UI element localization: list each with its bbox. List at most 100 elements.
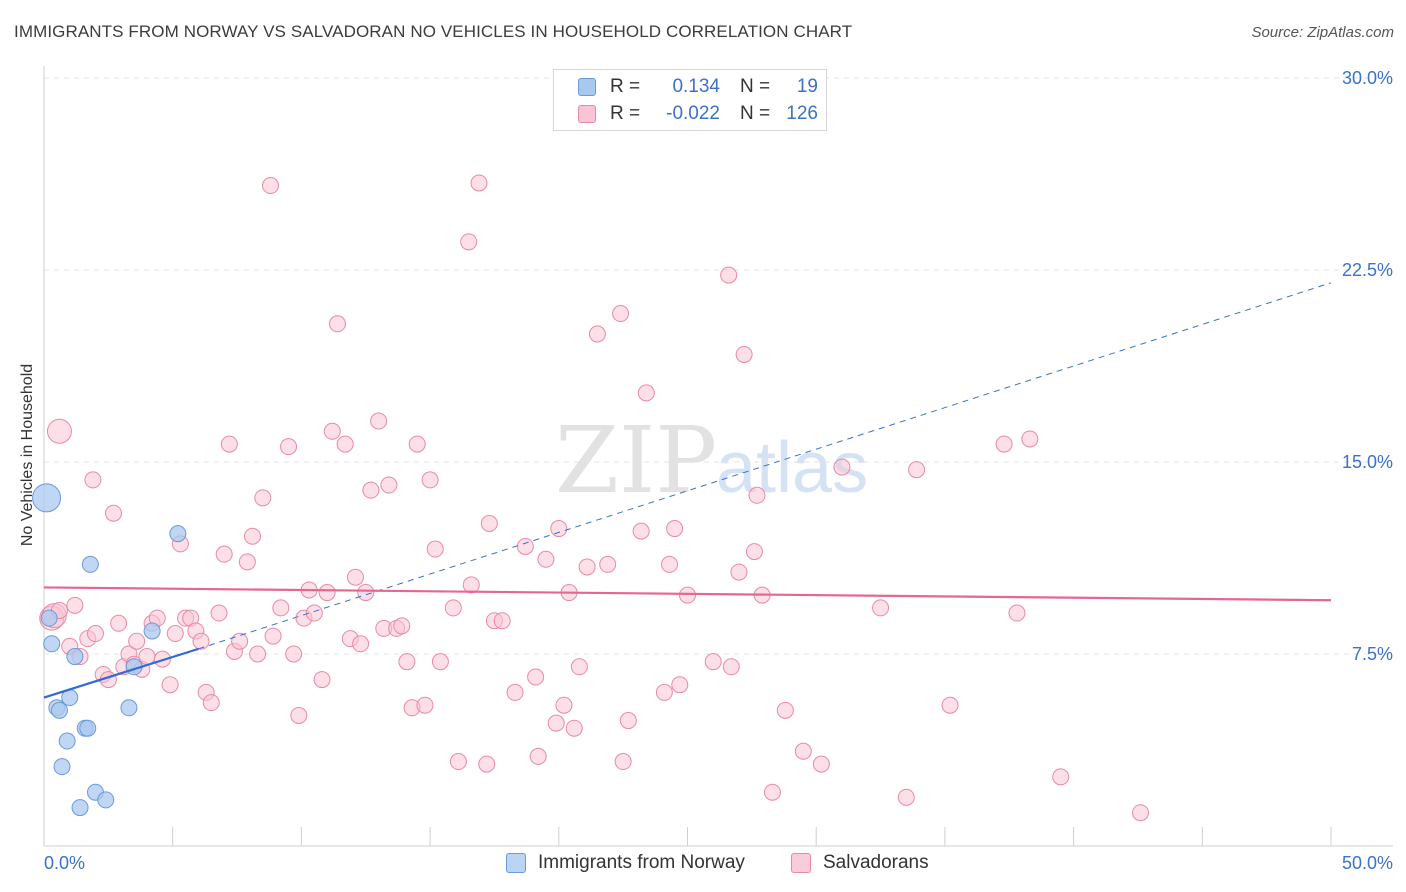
- salvadoran-point: [995, 435, 1013, 453]
- salvadoran-point: [220, 435, 238, 453]
- salvadoran-point: [408, 435, 426, 453]
- y-tick-label: 7.5%: [1352, 644, 1393, 664]
- salvadoran-point: [272, 599, 290, 617]
- norway-point: [143, 622, 161, 640]
- salvadoran-point: [264, 627, 282, 645]
- salvadoran-point: [393, 617, 411, 635]
- series-swatch-norway: [506, 853, 526, 873]
- salvadoran-point: [655, 683, 673, 701]
- salvadoran-point: [763, 783, 781, 801]
- salvadoran-point: [776, 701, 794, 719]
- salvadoran-point: [84, 471, 102, 489]
- legend-n-value: 19: [796, 76, 818, 97]
- salvadoran-point: [318, 584, 336, 602]
- salvadoran-point: [460, 233, 478, 251]
- salvadoran-point: [104, 504, 122, 522]
- salvadoran-point: [660, 555, 678, 573]
- salvadoran-point: [138, 648, 156, 666]
- norway-point: [43, 635, 61, 653]
- series-legend-norway[interactable]: Immigrants from Norway: [506, 852, 745, 874]
- salvadoran-point: [336, 435, 354, 453]
- norway-point: [79, 719, 97, 737]
- salvadoran-point: [632, 522, 650, 540]
- salvadoran-point: [812, 755, 830, 773]
- salvadoran-point: [872, 599, 890, 617]
- series-label-norway: Immigrants from Norway: [538, 852, 745, 873]
- salvadoran-point: [720, 266, 738, 284]
- salvadoran-point: [722, 658, 740, 676]
- salvadoran-point: [426, 540, 444, 558]
- salvadoran-point: [1132, 804, 1150, 822]
- salvadoran-point: [210, 604, 228, 622]
- norway-trend-extension: [198, 282, 1332, 650]
- salvadoran-point: [86, 625, 104, 643]
- salvadoran-point: [313, 671, 331, 689]
- salvadoran-point: [328, 315, 346, 333]
- legend-r-label: R =: [610, 103, 641, 124]
- salvadoran-point: [527, 668, 545, 686]
- salvadoran-point: [254, 489, 272, 507]
- salvadoran-point: [794, 742, 812, 760]
- salvadoran-point: [416, 696, 434, 714]
- series-swatch-salvadoran: [791, 853, 811, 873]
- norway-point: [53, 758, 71, 776]
- salvadoran-point: [547, 714, 565, 732]
- salvadoran-point: [357, 584, 375, 602]
- salvadoran-point: [588, 325, 606, 343]
- salvadoran-point: [745, 543, 763, 561]
- salvadoran-point: [555, 696, 573, 714]
- salvadoran-point: [462, 576, 480, 594]
- salvadoran-point: [506, 683, 524, 701]
- salvadoran-point: [478, 755, 496, 773]
- salvadoran-point: [612, 305, 630, 323]
- salvadoran-point: [614, 753, 632, 771]
- salvadoran-point: [516, 537, 534, 555]
- salvadoran-point: [493, 612, 511, 630]
- salvadoran-point: [550, 520, 568, 538]
- salvadoran-point: [262, 177, 280, 195]
- norway-trend-line: [43, 647, 199, 699]
- salvadoran-point: [833, 458, 851, 476]
- x-tick-label: 50.0%: [1342, 853, 1393, 873]
- salvadoran-point: [704, 653, 722, 671]
- salvadoran-point: [735, 345, 753, 363]
- salvadoran-point: [280, 438, 298, 456]
- salvadoran-point: [679, 586, 696, 604]
- norway-point: [58, 732, 76, 750]
- legend-r-value: 0.134: [672, 76, 720, 97]
- salvadoran-point: [323, 422, 341, 440]
- salvadoran-point: [748, 486, 766, 504]
- chart-title: IMMIGRANTS FROM NORWAY VS SALVADORAN NO …: [14, 22, 853, 41]
- legend-swatch-norway: [578, 78, 596, 96]
- norway-point: [97, 791, 115, 809]
- salvadoran-point: [202, 694, 220, 712]
- salvadoran-point: [370, 412, 388, 430]
- salvadoran-point: [666, 520, 684, 538]
- source-label: Source: ZipAtlas.com: [1251, 24, 1394, 41]
- salvadoran-trend-line: [43, 586, 1332, 602]
- salvadoran-point: [897, 788, 915, 806]
- y-tick-label: 15.0%: [1342, 452, 1393, 472]
- salvadoran-point: [66, 596, 84, 614]
- salvadoran-point: [166, 625, 184, 643]
- salvadoran-point: [599, 555, 617, 573]
- salvadoran-point: [570, 658, 588, 676]
- watermark-zip: ZIP: [555, 407, 717, 514]
- salvadoran-point: [431, 653, 449, 671]
- legend-n-label: N =: [740, 103, 771, 124]
- norway-point: [50, 701, 68, 719]
- salvadoran-point: [249, 645, 267, 663]
- salvadoran-point: [671, 676, 689, 694]
- salvadoran-point: [537, 550, 555, 568]
- salvadoran-point: [305, 604, 323, 622]
- salvadoran-point: [128, 632, 146, 650]
- salvadoran-point: [1052, 768, 1070, 786]
- salvadoran-point: [346, 568, 364, 586]
- legend-swatch-salvadoran: [578, 105, 596, 123]
- series-legend-salvadoran[interactable]: Salvadorans: [791, 852, 929, 874]
- norway-point: [81, 555, 99, 573]
- salvadoran-point: [238, 553, 256, 571]
- salvadoran-point: [110, 614, 128, 632]
- salvadoran-point: [444, 599, 462, 617]
